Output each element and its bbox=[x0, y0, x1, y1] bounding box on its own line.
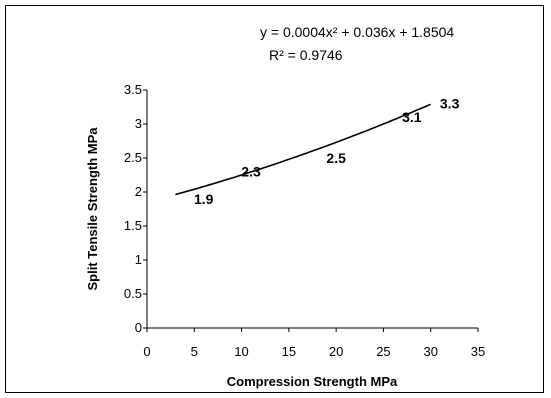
y-tick-label: 3.5 bbox=[124, 82, 142, 97]
trendline bbox=[175, 103, 432, 196]
x-tick-label: 5 bbox=[191, 344, 198, 359]
y-tick-label: 2.5 bbox=[124, 150, 142, 165]
data-label: 2.5 bbox=[326, 150, 346, 166]
trendline-equation: y = 0.0004x² + 0.036x + 1.8504 bbox=[260, 24, 454, 40]
data-labels: 1.9 2.3 2.5 3.1 3.3 bbox=[194, 96, 460, 207]
y-tick-label: 2 bbox=[135, 184, 142, 199]
x-tick-label: 0 bbox=[143, 344, 150, 359]
y-ticks: 0 0.5 1 1.5 2 2.5 3 3.5 bbox=[124, 82, 147, 335]
y-axis-title: Split Tensile Strength MPa bbox=[85, 127, 100, 291]
x-tick-label: 25 bbox=[376, 344, 390, 359]
x-tick-label: 20 bbox=[329, 344, 343, 359]
data-label: 1.9 bbox=[194, 191, 214, 207]
data-label: 3.3 bbox=[440, 96, 460, 112]
x-tick-label: 10 bbox=[234, 344, 248, 359]
x-tick-label: 15 bbox=[282, 344, 296, 359]
x-ticks: 0 5 10 15 20 25 30 35 bbox=[143, 328, 485, 359]
y-tick-label: 3 bbox=[135, 116, 142, 131]
y-tick-label: 0.5 bbox=[124, 286, 142, 301]
x-tick-label: 30 bbox=[423, 344, 437, 359]
data-label: 2.3 bbox=[241, 164, 261, 180]
y-tick-label: 1.5 bbox=[124, 218, 142, 233]
data-label: 3.1 bbox=[402, 109, 422, 125]
x-tick-label: 35 bbox=[471, 344, 485, 359]
y-tick-label: 1 bbox=[135, 252, 142, 267]
r-squared: R² = 0.9746 bbox=[269, 47, 343, 63]
x-axis-title: Compression Strength MPa bbox=[227, 374, 398, 389]
y-tick-label: 0 bbox=[135, 320, 142, 335]
